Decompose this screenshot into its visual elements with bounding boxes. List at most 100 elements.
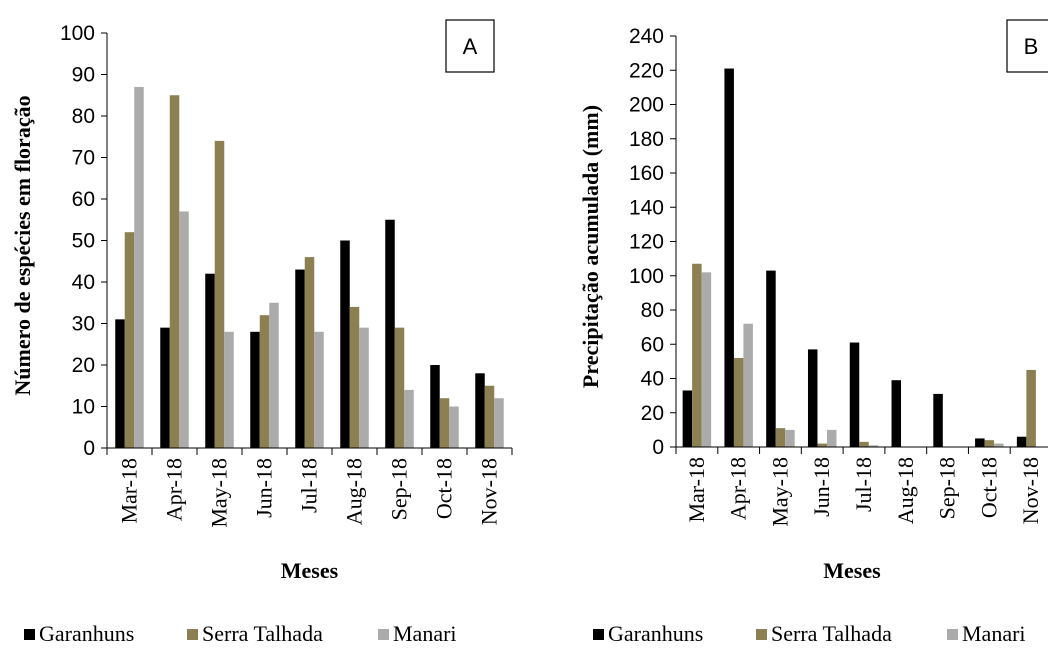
y-tick-label: 80	[72, 105, 95, 128]
bar-garanhuns-nov-18	[1016, 436, 1027, 447]
y-tick-label: 200	[629, 94, 664, 117]
series-garanhuns	[682, 68, 1027, 447]
bar-manari-oct-18	[994, 443, 1004, 447]
legend: Garanhuns Serra Talhada Manari	[24, 621, 457, 646]
y-axis-title: Número de espécies em floração	[10, 95, 35, 395]
bar-serra-talhada-jul-18	[304, 257, 315, 448]
series-manari	[701, 272, 1004, 448]
legend-label: Garanhuns	[608, 621, 703, 646]
y-tick-label: 90	[72, 64, 95, 87]
x-tick-label: May-18	[767, 457, 792, 527]
y-tick-label: 70	[72, 147, 95, 170]
bar-manari-may-18	[224, 331, 234, 448]
bar-garanhuns-may-18	[205, 273, 215, 448]
legend-item-manari: Manari	[378, 621, 457, 646]
bar-garanhuns-jul-18	[849, 342, 860, 447]
legend-label: Manari	[393, 621, 457, 646]
bar-garanhuns-oct-18	[975, 438, 985, 447]
bar-garanhuns-sep-18	[385, 219, 395, 448]
bar-garanhuns-jun-18	[807, 349, 818, 447]
bar-manari-nov-18	[494, 398, 504, 448]
panel-label-box	[445, 19, 495, 73]
legend-swatch	[756, 629, 767, 640]
panel-label: A	[463, 34, 478, 59]
x-tick-label: Oct-18	[976, 457, 1001, 518]
legend-label: Garanhuns	[39, 621, 134, 646]
y-tick-label: 80	[641, 299, 664, 322]
y-tick-label: 220	[629, 59, 664, 82]
series-garanhuns	[115, 219, 485, 448]
legend-swatch	[593, 629, 604, 640]
bar-serra-talhada-may-18	[775, 428, 786, 447]
legend-label: Serra Talhada	[771, 621, 892, 646]
legend-item-garanhuns: Garanhuns	[593, 621, 703, 646]
bar-garanhuns-mar-18	[115, 319, 125, 448]
x-tick-label: Jun-18	[252, 458, 277, 518]
bar-garanhuns-nov-18	[475, 373, 485, 448]
bar-manari-jun-18	[269, 302, 279, 448]
bar-serra-talhada-jun-18	[817, 443, 827, 447]
bar-serra-talhada-apr-18	[733, 357, 744, 447]
bar-garanhuns-jul-18	[295, 269, 305, 448]
bar-garanhuns-mar-18	[682, 390, 693, 447]
x-tick-label: Oct-18	[432, 458, 457, 519]
bar-manari-mar-18	[134, 86, 144, 448]
y-tick-label: 60	[641, 333, 664, 356]
y-tick-label: 100	[629, 265, 664, 288]
x-tick-label: Apr-18	[726, 457, 751, 520]
legend-item-serra-talhada: Serra Talhada	[756, 621, 892, 646]
y-tick-label: 0	[83, 437, 95, 460]
x-tick-label: Jul-18	[851, 457, 876, 512]
chart-panel-b: 0 20 40 60 80 100 120 140 160 180 200 220 240 Mar-18 A…	[578, 19, 1048, 646]
bar-garanhuns-aug-18	[340, 240, 350, 448]
y-tick-label: 10	[72, 396, 95, 419]
chart-panel-a: 0 10 20 30 40 50 60 70 80 90 100 Mar-18 Apr-18 May-18…	[10, 19, 513, 646]
series-serra-talhada	[124, 95, 495, 448]
legend-swatch	[24, 629, 35, 640]
bar-garanhuns-oct-18	[430, 365, 440, 448]
bar-manari-may-18	[785, 429, 795, 448]
y-tick-label: 100	[60, 22, 95, 45]
y-tick-label: 160	[629, 162, 664, 185]
y-tick-label: 240	[629, 25, 664, 48]
bar-manari-jul-18	[868, 445, 879, 447]
bar-manari-apr-18	[743, 323, 753, 447]
x-tick-label: Mar-18	[684, 457, 709, 523]
bar-manari-sep-18	[404, 389, 414, 448]
y-tick-label: 0	[652, 436, 664, 459]
bar-serra-talhada-mar-18	[692, 263, 702, 447]
bar-serra-talhada-mar-18	[124, 232, 135, 448]
bar-serra-talhada-apr-18	[169, 95, 180, 448]
bar-serra-talhada-jul-18	[859, 441, 869, 447]
bar-garanhuns-apr-18	[724, 68, 734, 447]
legend-item-manari: Manari	[947, 621, 1026, 646]
legend-swatch	[947, 629, 958, 640]
bar-serra-talhada-jun-18	[259, 315, 270, 448]
legend-item-garanhuns: Garanhuns	[24, 621, 134, 646]
bar-garanhuns-sep-18	[933, 393, 943, 447]
legend: Garanhuns Serra Talhada Manari	[593, 621, 1026, 646]
bar-serra-talhada-oct-18	[439, 398, 450, 448]
bar-manari-jul-18	[314, 331, 324, 448]
x-axis-title: Meses	[823, 558, 881, 583]
y-tick-label: 180	[629, 128, 664, 151]
bar-garanhuns-jun-18	[250, 331, 260, 448]
bar-serra-talhada-may-18	[214, 140, 225, 448]
series-manari	[134, 86, 504, 448]
x-tick-label: Apr-18	[162, 458, 187, 521]
bar-serra-talhada-oct-18	[984, 440, 995, 447]
bar-serra-talhada-nov-18	[1026, 369, 1036, 447]
y-tick-label: 120	[629, 231, 664, 254]
bar-garanhuns-may-18	[766, 270, 776, 447]
y-tick-label: 40	[72, 271, 95, 294]
x-axis-title: Meses	[281, 558, 339, 583]
y-axis-title: Precipitação acumulada (mm)	[578, 105, 603, 388]
x-tick-label: Nov-18	[477, 458, 502, 525]
x-tick-label: Jul-18	[297, 458, 322, 513]
x-tick-label: Nov-18	[1018, 457, 1043, 524]
y-tick-label: 50	[72, 230, 95, 253]
legend-item-serra-talhada: Serra Talhada	[187, 621, 323, 646]
x-tick-label: Mar-18	[117, 458, 142, 524]
bar-manari-apr-18	[179, 211, 189, 448]
